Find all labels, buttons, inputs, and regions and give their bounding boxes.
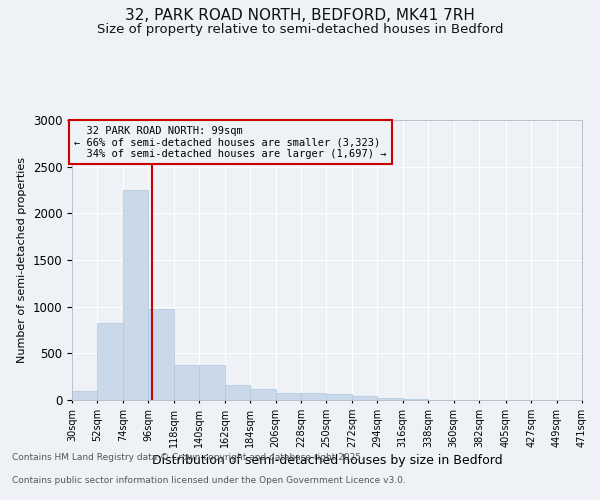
Bar [123,190,148,400]
Bar [301,393,326,400]
Text: Size of property relative to semi-detached houses in Bedford: Size of property relative to semi-detach… [97,22,503,36]
Bar [148,308,174,400]
Bar [199,366,224,400]
Text: 32, PARK ROAD NORTH, BEDFORD, MK41 7RH: 32, PARK ROAD NORTH, BEDFORD, MK41 7RH [125,8,475,22]
Bar [72,391,97,400]
X-axis label: Distribution of semi-detached houses by size in Bedford: Distribution of semi-detached houses by … [152,454,502,467]
Bar [224,384,250,400]
Y-axis label: Number of semi-detached properties: Number of semi-detached properties [17,157,27,363]
Bar [326,394,352,400]
Text: Contains public sector information licensed under the Open Government Licence v3: Contains public sector information licen… [12,476,406,485]
Bar [250,390,275,400]
Bar [377,398,403,400]
Bar [174,364,199,400]
Text: 32 PARK ROAD NORTH: 99sqm
← 66% of semi-detached houses are smaller (3,323)
  34: 32 PARK ROAD NORTH: 99sqm ← 66% of semi-… [74,126,387,159]
Bar [275,393,301,400]
Bar [352,396,377,400]
Text: Contains HM Land Registry data © Crown copyright and database right 2025.: Contains HM Land Registry data © Crown c… [12,454,364,462]
Bar [97,322,123,400]
